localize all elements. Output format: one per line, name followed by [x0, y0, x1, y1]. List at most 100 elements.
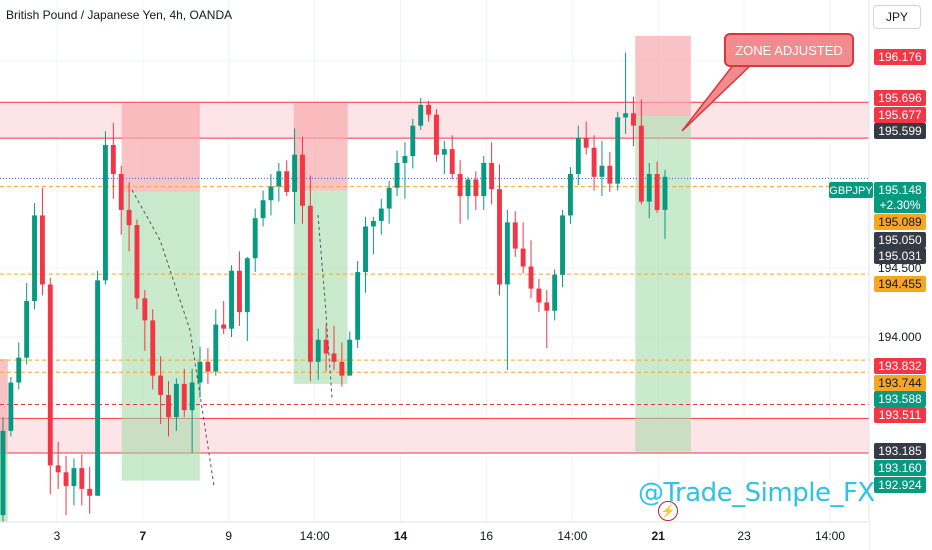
candle-body — [323, 339, 329, 354]
candle-body — [394, 162, 400, 188]
price-label-text: 195.148 — [878, 183, 922, 197]
currency-button[interactable]: JPY — [873, 5, 921, 29]
candle-body — [426, 104, 432, 115]
stop-loss-zone — [0, 359, 8, 452]
price-label-tag — [874, 391, 926, 407]
price-label-text: 192.924 — [878, 478, 922, 492]
projection-path — [131, 189, 215, 487]
x-tick-label: 21 — [652, 529, 666, 543]
candle-body — [158, 375, 164, 395]
candle-body — [79, 468, 85, 489]
candle-body — [552, 274, 558, 311]
candle-body — [473, 179, 479, 197]
candle-body — [150, 320, 156, 376]
candle-body — [575, 138, 581, 174]
take-profit-zone — [121, 191, 200, 481]
candle-body — [497, 189, 502, 285]
x-tick-label: 9 — [225, 529, 232, 543]
price-label-text: 195.677 — [878, 108, 922, 122]
price-label-tag — [874, 182, 926, 198]
candle-body — [512, 222, 518, 249]
price-label-tag — [874, 232, 926, 248]
candle-body — [292, 154, 298, 192]
price-label-tag — [874, 460, 926, 476]
candle-body — [536, 288, 542, 303]
stop-loss-zone — [635, 35, 691, 116]
candle-body — [221, 324, 227, 329]
candle-body — [591, 147, 597, 177]
candle-body — [268, 186, 274, 201]
price-label-text: 193.160 — [878, 461, 922, 475]
candle-body — [55, 465, 61, 473]
candle-body — [118, 174, 124, 210]
x-tick-label: 14 — [394, 529, 408, 543]
candle-body — [481, 162, 487, 197]
candle-body — [16, 357, 22, 383]
candle-body — [315, 339, 321, 362]
x-tick-label: 14:00 — [300, 529, 330, 543]
candle-body — [63, 472, 69, 487]
candle-body — [300, 154, 305, 206]
candle-body — [142, 298, 148, 321]
price-label-tag — [874, 49, 926, 65]
candle-body — [339, 361, 345, 376]
candle-body — [347, 339, 353, 376]
candle-body — [8, 382, 14, 431]
candle-body — [567, 174, 573, 216]
candle-body — [520, 248, 526, 267]
price-label-tag — [874, 407, 926, 423]
symbol-tag — [829, 182, 873, 198]
candle-body — [110, 145, 116, 174]
price-label-text: 193.588 — [878, 392, 922, 406]
candle-body — [662, 176, 668, 210]
candle-body — [646, 174, 652, 202]
candle-body — [449, 149, 455, 174]
candle-body — [24, 301, 30, 358]
candle-body — [378, 208, 384, 221]
x-tick-label: 14:00 — [815, 529, 845, 543]
candle-body — [607, 165, 613, 184]
candle-body — [363, 226, 368, 273]
candle-body — [370, 220, 376, 227]
price-label-tag — [874, 443, 926, 459]
candle-body — [623, 113, 629, 118]
candle-body — [244, 258, 250, 313]
price-label-text: 194.455 — [878, 277, 922, 291]
price-label-text: 196.176 — [878, 50, 922, 64]
x-tick-label: 16 — [480, 529, 494, 543]
candle-body — [197, 361, 203, 383]
candle-body — [599, 165, 605, 177]
x-tick-label: 14:00 — [557, 529, 587, 543]
candle-body — [410, 125, 416, 157]
candle-body — [229, 270, 234, 329]
x-tick-label: 7 — [140, 529, 147, 543]
zone-adjusted-callout: ZONE ADJUSTED — [724, 33, 854, 67]
candle-body — [205, 361, 211, 372]
stop-loss-zone — [121, 103, 200, 192]
time-axis-panel — [0, 522, 869, 550]
price-label-text: 195.089 — [878, 215, 922, 229]
symbol-title[interactable]: British Pound / Japanese Yen, 4h, OANDA — [6, 8, 233, 22]
price-label-text: 193.511 — [879, 408, 922, 422]
candle-body — [583, 138, 589, 148]
price-label-text: 193.832 — [878, 359, 922, 373]
symbol-tag-text: GBPJPY — [829, 185, 873, 197]
price-label-tag — [874, 123, 926, 139]
candle-body — [87, 488, 93, 496]
candle-body — [654, 174, 660, 210]
candle-body — [189, 382, 195, 411]
candle-body — [331, 353, 337, 362]
take-profit-zone — [635, 116, 691, 452]
price-label-text: 193.185 — [878, 444, 922, 458]
price-label-text: 195.031 — [878, 249, 922, 263]
candle-body — [166, 394, 171, 418]
candle-body — [457, 174, 463, 197]
price-label-tag — [874, 375, 926, 391]
price-label-tag — [874, 107, 926, 123]
candle-body — [631, 113, 636, 126]
price-label-text: 195.599 — [878, 124, 922, 138]
candle-body — [615, 117, 621, 184]
candle-body — [213, 324, 219, 372]
candle-body — [181, 383, 187, 411]
